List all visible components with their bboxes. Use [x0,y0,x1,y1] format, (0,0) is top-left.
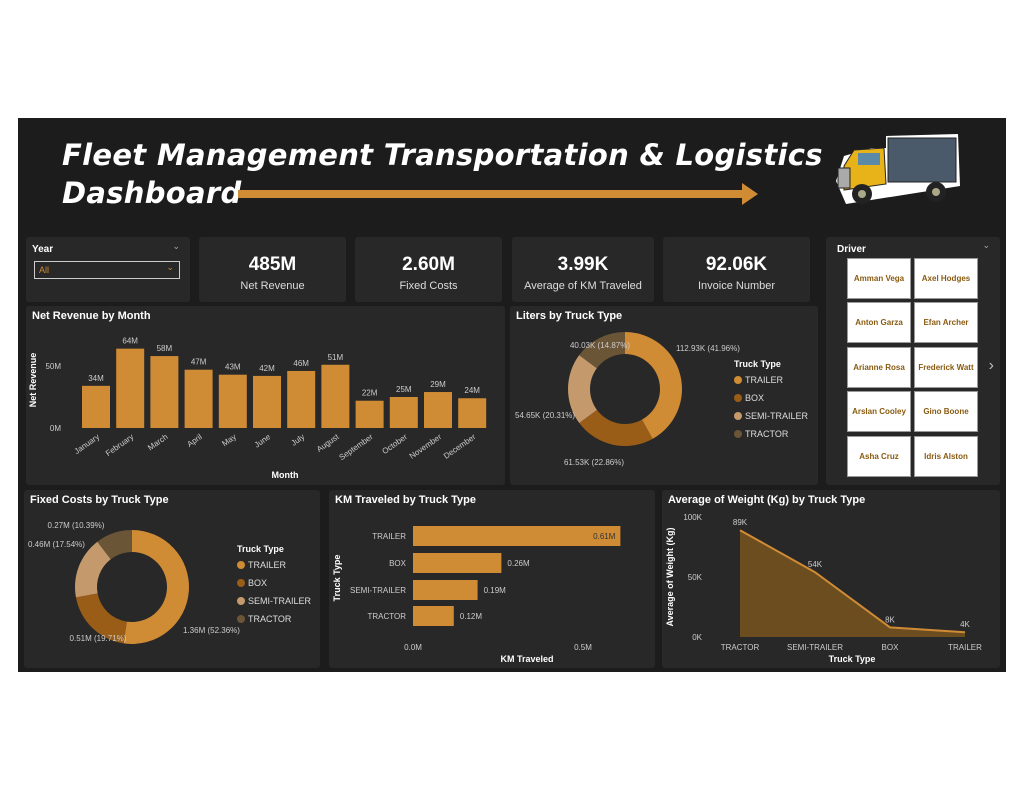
legend-label: TRAILER [248,560,287,570]
legend-label: SEMI-TRAILER [745,411,809,421]
kpi-value: 3.99K [557,254,609,275]
kpi-label: Average of KM Traveled [524,280,642,292]
legend-item[interactable]: SEMI-TRAILER [734,411,808,421]
year-slicer: Year ⌄ All ⌄ [26,237,190,302]
driver-tile[interactable]: Idris Alston [914,436,978,477]
chart-title: Net Revenue by Month [32,310,151,322]
chevron-right-icon[interactable]: › [988,357,994,374]
legend-item[interactable]: TRAILER [734,375,808,385]
driver-tile[interactable]: Gino Boone [914,391,978,432]
legend-label: BOX [248,578,268,588]
truck-logo [836,134,960,204]
legend-title: Truck Type [734,359,781,369]
kpi-value: 2.60M [402,254,455,275]
legend-item[interactable]: BOX [734,393,808,403]
weight-chart-panel: Average of Weight (Kg) by Truck Type [662,490,1000,668]
driver-label: Driver [837,244,866,255]
chart-title: Fixed Costs by Truck Type [30,494,169,506]
chevron-down-icon[interactable]: ⌄ [172,241,180,251]
legend-item[interactable]: TRACTOR [237,614,311,624]
chevron-down-icon[interactable]: ⌄ [982,240,990,250]
liters-chart-panel: Liters by Truck Type Truck Type TRAILER … [510,306,818,485]
legend-item[interactable]: BOX [237,578,311,588]
driver-tile[interactable]: Arslan Cooley [847,391,911,432]
legend-item[interactable]: TRACTOR [734,429,808,439]
kpi-label: Fixed Costs [399,280,458,292]
year-dropdown[interactable]: All ⌄ [34,261,180,279]
kpi-fixed-costs: 2.60M Fixed Costs [355,237,502,302]
kpi-label: Net Revenue [240,280,305,292]
chevron-down-icon: ⌄ [166,262,174,272]
kpi-avg-km: 3.99K Average of KM Traveled [512,237,654,302]
driver-tile[interactable]: Arianne Rosa [847,347,911,388]
kpi-label: Invoice Number [697,280,776,292]
chart-title: Liters by Truck Type [516,310,623,322]
legend-item[interactable]: TRAILER [237,560,311,570]
legend-label: BOX [745,393,765,403]
legend-item[interactable]: SEMI-TRAILER [237,596,311,606]
legend-label: SEMI-TRAILER [248,596,312,606]
legend: Truck Type TRAILER BOX SEMI-TRAILER TRAC… [237,544,311,632]
legend-label: TRACTOR [248,614,292,624]
driver-tile[interactable]: Axel Hodges [914,258,978,299]
driver-tile[interactable]: Efan Archer [914,302,978,343]
year-label: Year [32,244,54,255]
chart-title: KM Traveled by Truck Type [335,494,477,506]
legend-title: Truck Type [237,544,284,554]
km-chart-panel: KM Traveled by Truck Type [329,490,655,668]
driver-tile[interactable]: Asha Cruz [847,436,911,477]
dashboard-title: Fleet Management Transportation & Logist… [62,136,823,212]
legend: Truck Type TRAILER BOX SEMI-TRAILER TRAC… [734,359,808,447]
arrow-decoration [238,183,758,205]
kpi-value: 92.06K [705,254,768,275]
year-value: All [39,265,50,275]
title-line-1: Fleet Management Transportation & Logist… [62,138,823,172]
chart-title: Average of Weight (Kg) by Truck Type [668,494,866,506]
fixed-costs-chart-panel: Fixed Costs by Truck Type Truck Type TRA… [24,490,320,668]
legend-label: TRACTOR [745,429,789,439]
kpi-net-revenue: 485M Net Revenue [199,237,346,302]
title-line-2: Dashboard [62,176,242,210]
legend-label: TRAILER [745,375,784,385]
kpi-value: 485M [248,254,297,275]
driver-slicer: Driver ⌄ › Amman Vega Axel Hodges Anton … [826,237,1000,485]
driver-tile[interactable]: Frederick Watt [914,347,978,388]
driver-tile[interactable]: Anton Garza [847,302,911,343]
net-revenue-chart-panel: Net Revenue by Month [26,306,505,485]
kpi-invoice-number: 92.06K Invoice Number [663,237,810,302]
driver-tile[interactable]: Amman Vega [847,258,911,299]
